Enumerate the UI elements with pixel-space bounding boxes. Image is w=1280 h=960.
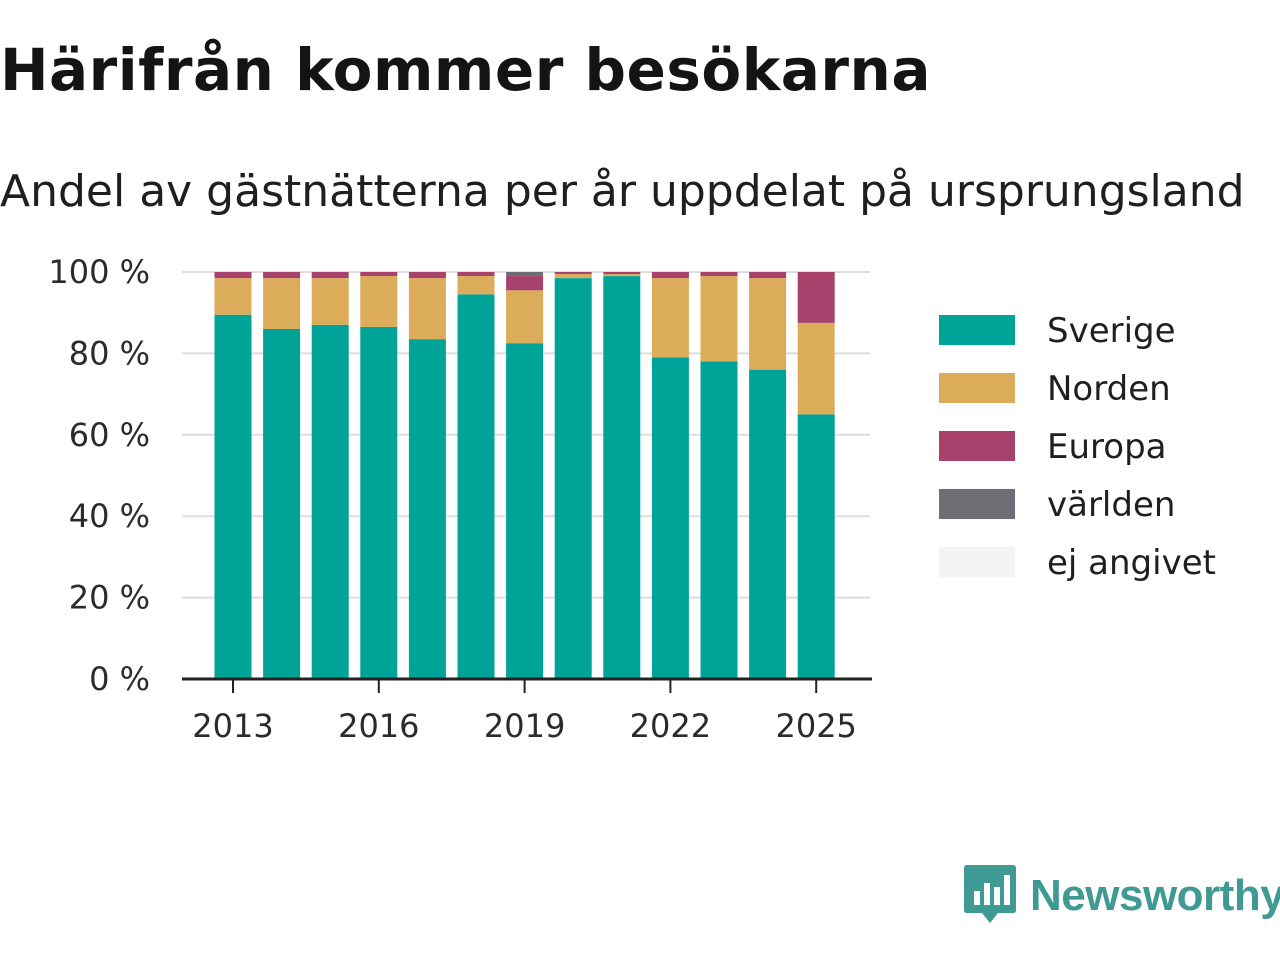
bar-segment — [651, 272, 689, 279]
bar-segment — [214, 272, 252, 279]
x-tick-label: 2022 — [630, 707, 711, 745]
y-tick-label: 20 % — [69, 579, 150, 617]
bar-segment — [797, 322, 835, 415]
bar-segment — [360, 272, 398, 277]
legend-label: Sverige — [1047, 311, 1176, 351]
legend-swatch — [939, 431, 1015, 461]
bar-segment — [408, 339, 446, 679]
bar-segment — [457, 294, 495, 679]
y-tick-label: 80 % — [69, 334, 150, 372]
bar-segment — [603, 276, 641, 679]
bar-segment — [506, 290, 544, 344]
y-tick-label: 100 % — [48, 253, 150, 291]
bar-segment — [603, 274, 641, 277]
bar-segment — [749, 272, 787, 279]
bar-segment — [749, 369, 787, 679]
x-tick-label: 2016 — [338, 707, 419, 745]
chart-subtitle: Andel av gästnätterna per år uppdelat på… — [0, 166, 1245, 217]
bar-segment — [797, 414, 835, 679]
legend-label: Norden — [1047, 369, 1171, 409]
bar-segment — [554, 278, 592, 679]
chart-title: Härifrån kommer besökarna — [0, 36, 931, 104]
legend-swatch — [939, 489, 1015, 519]
bar-segment — [651, 278, 689, 358]
x-tick-label: 2025 — [775, 707, 856, 745]
bar-segment — [700, 272, 738, 277]
bar-segment — [311, 272, 349, 279]
bar-segment — [457, 272, 495, 277]
bar-segment — [311, 278, 349, 325]
bar-segment — [408, 278, 446, 340]
bar-segment — [214, 278, 252, 315]
bar-segment — [263, 328, 301, 679]
bar-segment — [749, 278, 787, 370]
legend-swatch — [939, 373, 1015, 403]
x-tick-label: 2019 — [484, 707, 565, 745]
legend: Sverige Norden Europa världen ej angivet — [939, 311, 1216, 583]
bar-segment — [311, 324, 349, 679]
legend-swatch — [939, 547, 1015, 577]
bar-segment — [506, 272, 544, 277]
y-tick-label: 60 % — [69, 416, 150, 454]
bar-segment — [506, 276, 544, 291]
bar-segment — [263, 278, 301, 329]
bar-segment — [554, 272, 592, 275]
bar-segment — [603, 272, 641, 275]
x-tick-label: 2013 — [192, 707, 273, 745]
brand-name: Newsworthy — [1030, 871, 1280, 920]
brand: Newsworthy — [964, 865, 1280, 927]
bar-segment — [797, 272, 835, 323]
bar-segment — [700, 361, 738, 679]
legend-label: världen — [1047, 485, 1175, 525]
bar-segment — [408, 272, 446, 279]
bar-segment — [360, 326, 398, 679]
y-tick-label: 0 % — [89, 660, 150, 698]
bar-segment — [457, 276, 495, 295]
newsworthy-chart-logo-icon — [964, 865, 1016, 923]
bar-segment — [360, 276, 398, 327]
axes: 0 % 20 % 40 % 60 % 80 % 100 % 2013 2016 2019 2022… — [48, 253, 872, 745]
bar-segment — [506, 343, 544, 679]
bar-segment — [214, 314, 252, 679]
legend-swatch — [939, 315, 1015, 345]
bar-segment — [651, 357, 689, 679]
bar-segment — [554, 274, 592, 279]
bar-segment — [263, 272, 301, 279]
y-tick-label: 40 % — [69, 497, 150, 535]
legend-label: Europa — [1047, 427, 1166, 467]
bar-stacks — [214, 272, 835, 679]
legend-label: ej angivet — [1047, 543, 1216, 583]
bar-segment — [700, 276, 738, 362]
